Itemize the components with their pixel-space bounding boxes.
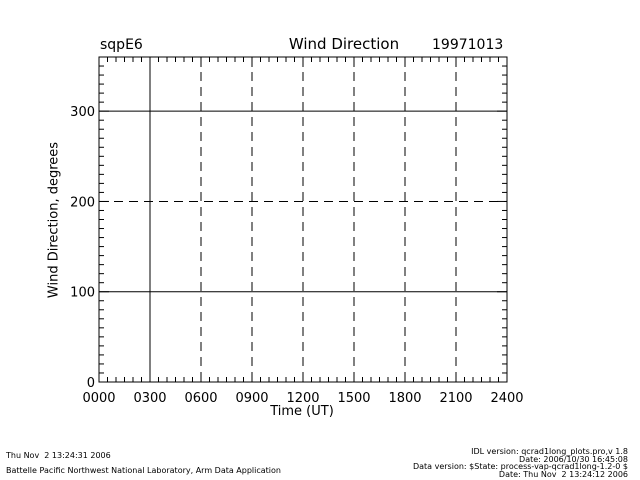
x-tick-label: 0300 <box>133 391 166 406</box>
plot-frame <box>98 56 508 383</box>
footer-data-date: Date: Thu Nov 2 13:24:12 2006 <box>498 470 628 479</box>
y-tick-label: 300 <box>70 105 95 120</box>
chart-title: Wind Direction <box>288 35 400 53</box>
x-tick-label: 0600 <box>184 391 217 406</box>
date-label: 19971013 <box>432 37 504 53</box>
x-tick-label: 0000 <box>82 391 115 406</box>
y-tick-label: 0 <box>87 376 95 391</box>
y-tick-label: 100 <box>70 286 95 301</box>
x-axis-label: Time (UT) <box>270 404 334 419</box>
x-tick-label: 1500 <box>337 391 370 406</box>
site-label: sqpE6 <box>100 37 143 53</box>
x-tick-label: 2100 <box>439 391 472 406</box>
x-tick-label: 0900 <box>235 391 268 406</box>
footer-idl-version: IDL version: qcrad1long_plots.pro,v 1.8 <box>471 447 628 456</box>
y-axis-label: Wind Direction, degrees <box>46 141 62 299</box>
footer-run-date: Thu Nov 2 13:24:31 2006 <box>6 451 111 460</box>
grid-layer <box>99 57 507 382</box>
footer-data-version: Data version: $State: process-vap-qcrad1… <box>412 462 628 471</box>
y-tick-label: 200 <box>70 195 95 210</box>
x-tick-label: 2400 <box>490 391 523 406</box>
footer-idl-date: Date: 2006/10/30 16:45:08 <box>519 455 628 464</box>
tick-label-layer: 0 100 200 300 0000 0300 0600 0900 1200 1500 1800 21… <box>70 105 523 406</box>
x-tick-label: 1800 <box>388 391 421 406</box>
x-tick-label: 1200 <box>286 391 319 406</box>
footer-organization: Battelle Pacific Northwest National Labo… <box>6 466 281 475</box>
